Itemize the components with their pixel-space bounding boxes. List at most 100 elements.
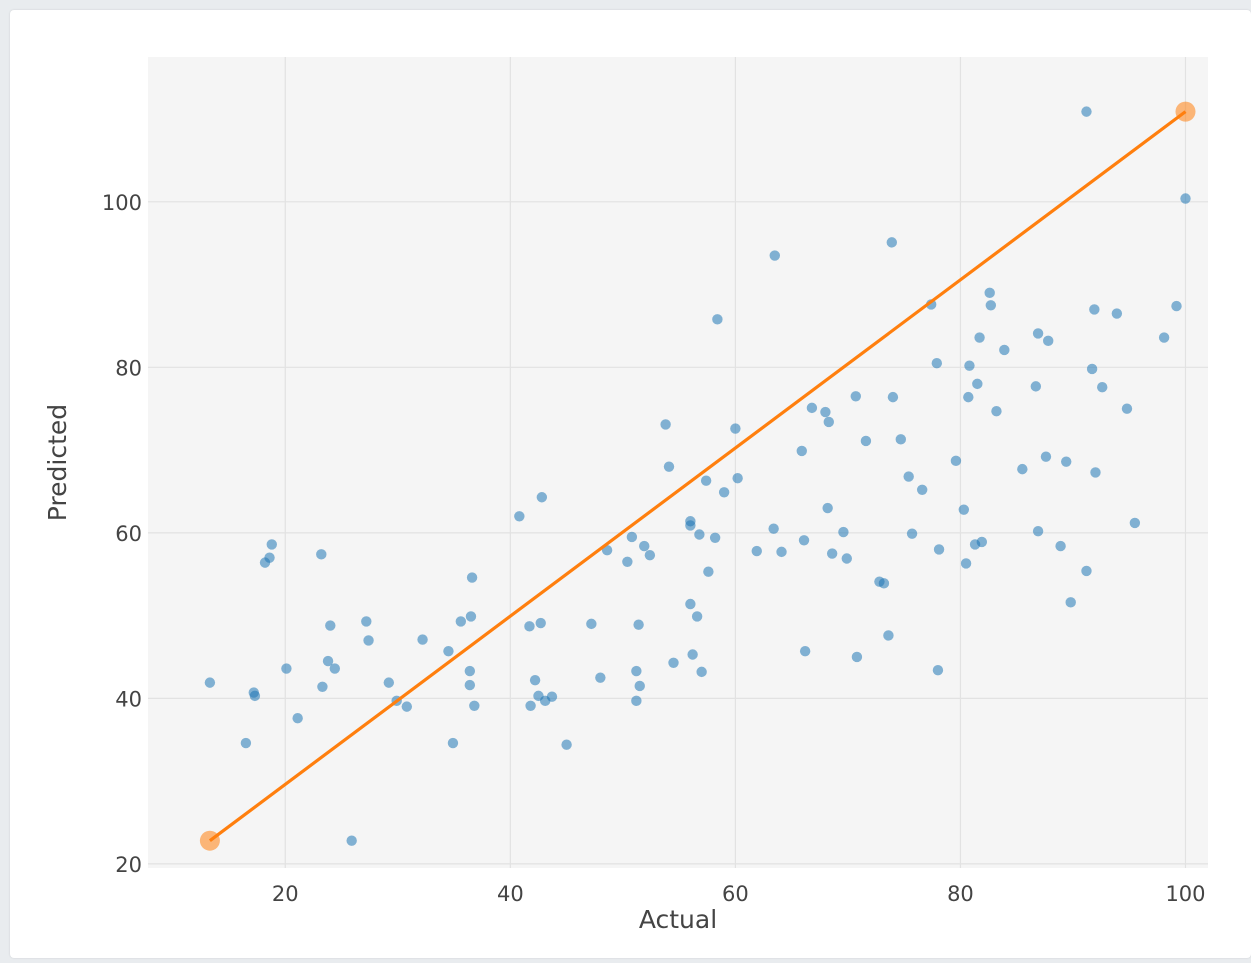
data-point xyxy=(851,651,863,663)
data-point xyxy=(447,737,459,749)
data-point xyxy=(668,657,679,668)
data-point xyxy=(240,737,252,749)
data-point xyxy=(960,558,972,569)
data-point xyxy=(525,700,536,711)
data-point xyxy=(249,690,261,702)
fit-line-endpoint xyxy=(1175,101,1196,122)
data-point xyxy=(958,504,970,515)
data-point xyxy=(631,695,642,707)
data-point xyxy=(1061,456,1072,467)
data-point xyxy=(361,616,372,627)
data-point xyxy=(1090,467,1101,478)
data-point xyxy=(529,674,541,686)
data-point xyxy=(1032,525,1044,537)
data-point xyxy=(841,553,852,564)
data-point xyxy=(878,578,890,589)
data-point xyxy=(401,701,413,712)
data-point xyxy=(383,677,395,688)
data-point xyxy=(329,663,340,674)
x-axis-title: Actual xyxy=(639,905,717,934)
data-point xyxy=(264,552,275,563)
data-point xyxy=(1040,451,1052,462)
data-point xyxy=(266,539,277,550)
data-point xyxy=(644,549,656,561)
data-point xyxy=(535,617,546,629)
data-point xyxy=(466,572,478,583)
data-point xyxy=(820,406,831,418)
data-point xyxy=(916,484,928,496)
data-point xyxy=(1055,540,1066,552)
data-point xyxy=(823,416,834,428)
data-point xyxy=(798,535,810,546)
data-point xyxy=(751,545,762,557)
plot-area xyxy=(148,57,1208,868)
data-point xyxy=(822,502,833,514)
x-tick-label: 60 xyxy=(722,882,749,906)
data-point xyxy=(443,645,454,657)
data-point xyxy=(586,618,597,630)
data-point xyxy=(931,357,943,369)
data-point xyxy=(1081,106,1092,117)
y-tick-label: 40 xyxy=(115,687,142,711)
data-point xyxy=(663,461,675,472)
data-point xyxy=(768,523,779,534)
data-point xyxy=(696,666,707,678)
data-point xyxy=(850,391,861,402)
data-point xyxy=(796,445,807,457)
data-point xyxy=(204,677,216,688)
x-axis-ticks: 20 40 60 80 100 xyxy=(272,882,1206,906)
data-point xyxy=(1017,463,1028,475)
data-point xyxy=(838,526,849,538)
y-tick-label: 20 xyxy=(115,853,142,877)
data-point xyxy=(281,663,292,674)
data-point xyxy=(464,665,476,677)
data-point xyxy=(799,645,811,657)
fit-line xyxy=(208,110,1187,842)
data-point xyxy=(317,681,328,692)
data-point xyxy=(991,405,1002,417)
y-tick-label: 80 xyxy=(115,356,142,380)
data-point xyxy=(1180,193,1191,204)
data-point xyxy=(417,634,428,645)
data-point xyxy=(769,250,780,261)
data-point xyxy=(887,391,899,403)
data-point xyxy=(561,739,572,750)
data-point xyxy=(860,435,872,447)
data-point xyxy=(703,566,714,577)
data-point xyxy=(469,700,480,711)
data-point xyxy=(685,516,696,527)
data-point xyxy=(950,455,962,467)
data-point xyxy=(806,402,818,414)
data-point xyxy=(464,679,476,691)
data-point xyxy=(974,332,985,343)
data-point xyxy=(622,556,633,568)
data-point xyxy=(691,611,703,622)
fit-line-group xyxy=(199,101,1196,851)
data-point xyxy=(712,314,723,325)
data-point xyxy=(292,713,303,724)
grid-lines xyxy=(148,57,1208,868)
data-point xyxy=(1086,363,1098,375)
data-point xyxy=(718,487,730,498)
x-tick-label: 40 xyxy=(497,882,524,906)
data-point xyxy=(687,649,698,660)
y-tick-label: 100 xyxy=(102,191,142,215)
data-point xyxy=(700,475,712,486)
x-tick-label: 20 xyxy=(272,882,299,906)
data-point xyxy=(1097,381,1108,393)
data-point xyxy=(1158,332,1170,343)
data-point xyxy=(906,528,918,539)
data-point xyxy=(730,423,741,434)
data-point xyxy=(546,691,558,702)
data-point xyxy=(633,619,644,630)
data-point xyxy=(536,492,548,503)
data-point xyxy=(999,344,1010,356)
data-point xyxy=(1089,304,1100,315)
data-point xyxy=(1111,308,1123,319)
data-point xyxy=(883,630,894,641)
data-point xyxy=(1065,597,1076,608)
data-point xyxy=(316,549,327,560)
data-point xyxy=(932,665,944,676)
y-axis-title: Predicted xyxy=(43,404,72,521)
